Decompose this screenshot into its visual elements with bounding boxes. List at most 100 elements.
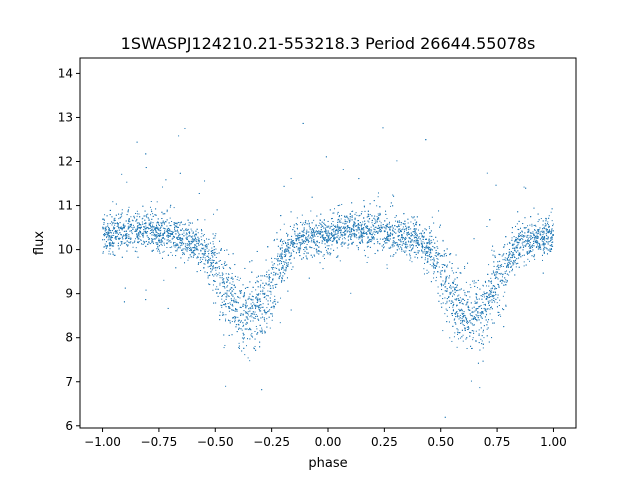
scatter-point xyxy=(325,229,327,231)
scatter-point xyxy=(131,231,133,233)
scatter-point xyxy=(160,234,162,236)
scatter-point xyxy=(306,248,308,250)
scatter-point xyxy=(134,217,136,219)
scatter-point xyxy=(420,242,422,244)
scatter-point xyxy=(150,221,152,223)
scatter-point xyxy=(307,236,309,238)
scatter-point xyxy=(393,237,395,239)
scatter-point xyxy=(247,286,249,288)
scatter-point xyxy=(469,335,471,337)
scatter-point xyxy=(387,238,389,240)
scatter-point xyxy=(442,330,444,332)
scatter-point xyxy=(331,235,333,237)
scatter-point xyxy=(266,318,268,320)
scatter-point xyxy=(411,244,413,246)
scatter-point xyxy=(408,228,410,230)
scatter-point xyxy=(487,327,489,329)
scatter-point xyxy=(313,219,315,221)
scatter-point xyxy=(285,248,287,250)
scatter-point xyxy=(320,223,322,225)
scatter-point xyxy=(316,241,318,243)
scatter-point xyxy=(366,261,368,263)
scatter-point xyxy=(296,246,298,248)
scatter-point xyxy=(252,296,254,298)
scatter-point xyxy=(229,288,231,290)
scatter-point xyxy=(448,296,450,298)
scatter-point xyxy=(491,273,493,275)
scatter-point xyxy=(518,254,520,256)
scatter-point xyxy=(287,290,289,292)
scatter-point xyxy=(335,225,337,227)
scatter-point xyxy=(325,249,327,251)
scatter-point xyxy=(545,241,547,243)
scatter-point xyxy=(231,287,233,289)
scatter-point xyxy=(194,236,196,238)
scatter-point xyxy=(507,262,509,264)
scatter-point xyxy=(350,237,352,239)
scatter-point xyxy=(114,219,116,221)
scatter-point xyxy=(263,287,265,289)
scatter-point xyxy=(551,228,553,230)
scatter-point xyxy=(548,230,550,232)
scatter-point xyxy=(202,258,204,260)
scatter-point xyxy=(319,222,321,224)
scatter-point xyxy=(360,229,362,230)
scatter-point xyxy=(265,298,267,300)
scatter-point xyxy=(497,283,499,285)
scatter-point xyxy=(151,211,153,213)
scatter-point xyxy=(273,300,275,302)
scatter-point xyxy=(376,216,378,218)
scatter-point xyxy=(425,247,427,249)
scatter-point xyxy=(331,244,333,246)
scatter-point xyxy=(550,238,552,240)
scatter-point xyxy=(182,254,184,256)
scatter-point xyxy=(305,241,307,243)
scatter-point xyxy=(189,245,191,247)
scatter-point xyxy=(463,289,465,291)
scatter-point xyxy=(233,284,235,286)
scatter-point xyxy=(413,241,415,243)
scatter-point xyxy=(257,299,259,301)
scatter-point xyxy=(431,216,433,218)
scatter-point xyxy=(114,222,116,224)
scatter-point xyxy=(135,228,137,230)
scatter-point xyxy=(245,312,247,314)
scatter-point xyxy=(261,306,263,308)
scatter-point xyxy=(262,275,264,277)
scatter-point xyxy=(464,320,466,322)
scatter-point xyxy=(427,255,429,257)
scatter-point xyxy=(135,247,137,249)
scatter-point xyxy=(219,282,221,284)
scatter-point xyxy=(110,236,112,238)
scatter-point xyxy=(128,236,130,238)
scatter-point xyxy=(244,287,246,289)
scatter-point xyxy=(159,233,161,235)
scatter-point xyxy=(198,241,200,243)
scatter-point xyxy=(123,223,125,225)
scatter-point xyxy=(208,249,210,251)
scatter-point xyxy=(194,240,196,242)
scatter-point xyxy=(462,340,464,342)
scatter-point xyxy=(308,277,310,279)
scatter-point xyxy=(221,298,223,300)
scatter-point xyxy=(506,281,508,283)
scatter-point xyxy=(518,266,520,268)
scatter-point xyxy=(513,250,515,252)
scatter-point xyxy=(486,313,488,315)
scatter-point xyxy=(368,228,370,230)
scatter-point xyxy=(264,296,266,298)
scatter-point xyxy=(196,241,198,243)
scatter-point xyxy=(453,336,455,338)
scatter-point xyxy=(528,250,530,252)
scatter-point xyxy=(506,270,507,272)
scatter-point xyxy=(156,201,158,203)
scatter-point xyxy=(206,246,208,248)
scatter-point xyxy=(215,272,217,274)
scatter-point xyxy=(232,294,234,296)
scatter-point xyxy=(105,236,107,238)
scatter-point xyxy=(204,249,206,251)
scatter-point xyxy=(508,251,510,253)
scatter-point xyxy=(231,309,233,311)
scatter-point xyxy=(371,222,373,224)
scatter-point xyxy=(193,235,195,237)
